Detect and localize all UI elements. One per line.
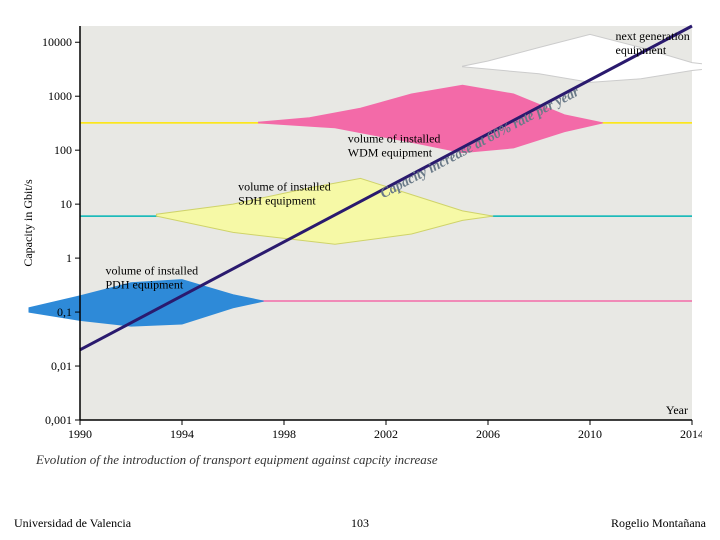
xtick-label: 2014 xyxy=(680,427,702,441)
chart-caption: Evolution of the introduction of transpo… xyxy=(35,452,438,467)
blob-label-wdm-1: WDM equipment xyxy=(348,145,433,159)
blob-label-sdh-1: SDH equipment xyxy=(238,193,316,207)
chart-svg: Capacity increase at 60% rate per yearvo… xyxy=(18,18,702,486)
slide-number: 103 xyxy=(351,516,369,531)
blob-label-pdh-1: PDH equipment xyxy=(106,277,184,291)
ytick-label: 0,1 xyxy=(57,305,72,319)
footer-right-text: Rogelio Montañana xyxy=(611,516,706,531)
blob-label-pdh-0: volume of installed xyxy=(106,263,199,277)
blob-label-sdh-0: volume of installed xyxy=(238,179,331,193)
ytick-label: 0,001 xyxy=(45,413,72,427)
blob-label-wdm-0: volume of installed xyxy=(348,131,441,145)
slide-footer: Universidad de Valencia 103 Rogelio Mont… xyxy=(0,512,720,534)
xtick-label: 2010 xyxy=(578,427,602,441)
ytick-label: 10000 xyxy=(42,35,72,49)
ytick-label: 100 xyxy=(54,143,72,157)
y-axis-label: Capacity in Gbit/s xyxy=(21,179,35,267)
ytick-label: 10 xyxy=(60,197,72,211)
slide: Capacity increase at 60% rate per yearvo… xyxy=(0,0,720,540)
footer-left-text: Universidad de Valencia xyxy=(14,516,131,531)
ytick-label: 1 xyxy=(66,251,72,265)
ytick-label: 0,01 xyxy=(51,359,72,373)
x-axis-label: Year xyxy=(666,403,688,417)
xtick-label: 1998 xyxy=(272,427,296,441)
xtick-label: 1994 xyxy=(170,427,194,441)
blob-label-nextgen-0: next generation xyxy=(616,29,690,43)
chart-container: Capacity increase at 60% rate per yearvo… xyxy=(18,18,702,486)
blob-label-nextgen-1: equipment xyxy=(616,43,667,57)
xtick-label: 1990 xyxy=(68,427,92,441)
xtick-label: 2006 xyxy=(476,427,500,441)
xtick-label: 2002 xyxy=(374,427,398,441)
ytick-label: 1000 xyxy=(48,89,72,103)
